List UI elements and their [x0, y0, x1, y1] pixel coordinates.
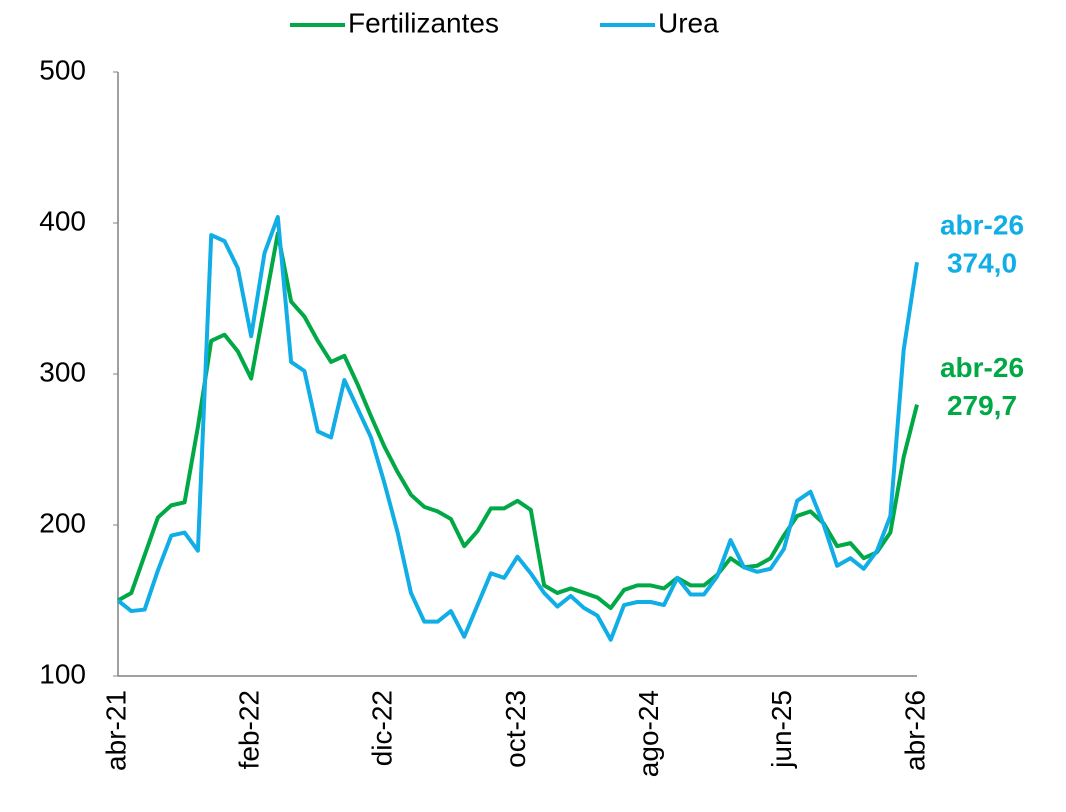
x-tick-label: abr-26 [899, 690, 930, 771]
line-series [116, 214, 919, 642]
y-tick-label: 400 [39, 205, 86, 236]
x-tick-label: dic-22 [367, 690, 398, 766]
x-tick-label: jun-25 [766, 690, 797, 769]
end-label-value: 279,7 [947, 390, 1017, 421]
legend-label: Urea [658, 7, 719, 38]
end-label-category: abr-26 [940, 352, 1024, 383]
y-tick-label: 100 [39, 658, 86, 689]
y-tick-label: 300 [39, 356, 86, 387]
end-label-category: abr-26 [940, 210, 1024, 241]
x-tick-label: abr-21 [100, 690, 131, 771]
line-series [117, 231, 919, 611]
y-tick-label: 200 [39, 507, 86, 538]
x-tick-label: feb-22 [234, 690, 265, 769]
legend-label: Fertilizantes [348, 7, 499, 38]
y-tick-label: 500 [39, 54, 86, 85]
end-label-value: 374,0 [947, 248, 1017, 279]
x-tick-label: ago-24 [633, 690, 664, 777]
x-tick-label: oct-23 [500, 690, 531, 768]
